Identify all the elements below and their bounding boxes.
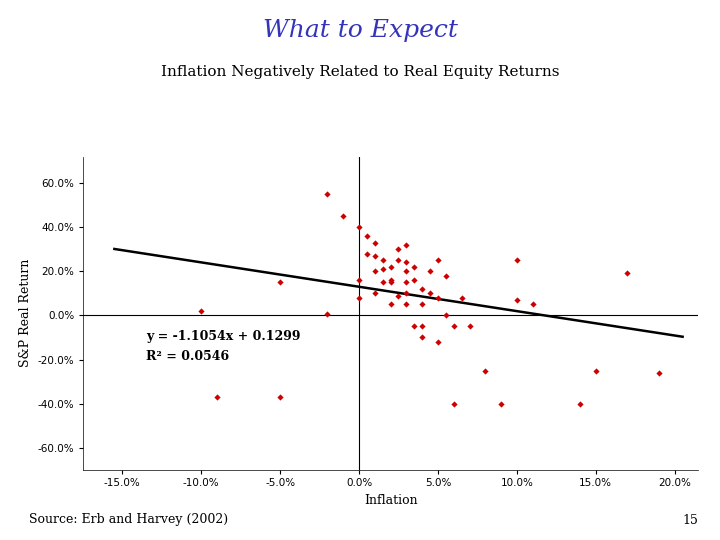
Point bbox=[448, 322, 459, 331]
Point bbox=[511, 295, 523, 304]
Point bbox=[416, 322, 428, 331]
Point bbox=[590, 366, 602, 375]
Text: Inflation Negatively Related to Real Equity Returns: Inflation Negatively Related to Real Equ… bbox=[161, 65, 559, 79]
Point bbox=[195, 307, 207, 315]
Point bbox=[369, 252, 381, 260]
Point bbox=[416, 333, 428, 342]
Point bbox=[416, 285, 428, 293]
Point bbox=[384, 300, 396, 309]
Point bbox=[653, 368, 665, 377]
Point bbox=[448, 399, 459, 408]
Point bbox=[369, 267, 381, 275]
Point bbox=[408, 276, 420, 285]
Point bbox=[432, 293, 444, 302]
Point bbox=[432, 338, 444, 346]
Point bbox=[377, 265, 389, 273]
Point bbox=[400, 278, 412, 287]
Point bbox=[211, 393, 222, 401]
Point bbox=[322, 310, 333, 319]
Point bbox=[377, 278, 389, 287]
Point bbox=[511, 256, 523, 265]
Point bbox=[369, 238, 381, 247]
Point bbox=[400, 300, 412, 309]
Point bbox=[527, 300, 539, 309]
Point bbox=[575, 399, 586, 408]
Point bbox=[354, 223, 365, 232]
Text: 15: 15 bbox=[683, 514, 698, 526]
Point bbox=[400, 289, 412, 298]
Point bbox=[392, 291, 404, 300]
Point bbox=[440, 311, 451, 320]
Point bbox=[416, 300, 428, 309]
Point bbox=[377, 256, 389, 265]
Point bbox=[384, 262, 396, 271]
Point bbox=[322, 190, 333, 198]
Text: Source: Erb and Harvey (2002): Source: Erb and Harvey (2002) bbox=[29, 514, 228, 526]
Point bbox=[354, 276, 365, 285]
Point bbox=[400, 258, 412, 267]
Point bbox=[392, 256, 404, 265]
Point bbox=[384, 278, 396, 287]
X-axis label: Inflation: Inflation bbox=[364, 494, 418, 507]
Point bbox=[432, 256, 444, 265]
Point bbox=[408, 262, 420, 271]
Text: y = -1.1054x + 0.1299: y = -1.1054x + 0.1299 bbox=[146, 330, 300, 343]
Point bbox=[361, 249, 373, 258]
Text: What to Expect: What to Expect bbox=[263, 19, 457, 42]
Point bbox=[338, 212, 349, 220]
Point bbox=[384, 276, 396, 285]
Point bbox=[274, 278, 286, 287]
Point bbox=[621, 269, 633, 278]
Point bbox=[456, 293, 467, 302]
Y-axis label: S&P Real Return: S&P Real Return bbox=[19, 259, 32, 367]
Point bbox=[408, 322, 420, 331]
Point bbox=[392, 245, 404, 254]
Point bbox=[354, 293, 365, 302]
Point bbox=[424, 289, 436, 298]
Point bbox=[464, 322, 475, 331]
Point bbox=[274, 393, 286, 401]
Point bbox=[440, 272, 451, 280]
Point bbox=[361, 232, 373, 240]
Point bbox=[424, 267, 436, 275]
Text: R² = 0.0546: R² = 0.0546 bbox=[146, 350, 229, 363]
Point bbox=[369, 289, 381, 298]
Point bbox=[480, 366, 491, 375]
Point bbox=[400, 240, 412, 249]
Point bbox=[400, 267, 412, 275]
Point bbox=[495, 399, 507, 408]
